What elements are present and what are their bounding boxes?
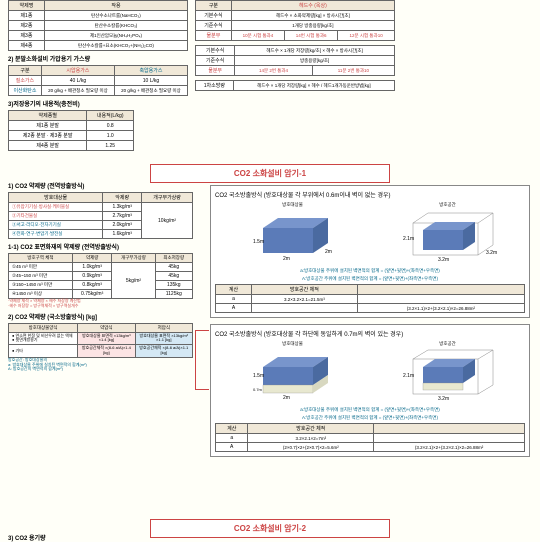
svg-text:0.7m: 0.7m [253, 387, 263, 392]
diag1-row: 방호대상물 1.5m 2m 2m 방호공간 [215, 202, 525, 265]
co2-surface-table: 방호구역 체적약제량개구부가상량최소저장량 ①45 m³ 미만1.0kg/m³5… [8, 253, 193, 299]
cube-icon: 1.5m 2m 2m [243, 208, 343, 263]
cube-icon: 2.1m 3.2m 3.2m [398, 208, 498, 263]
cube-right: 방호공간 2.1m 3.2m 3.2m [398, 202, 498, 265]
diagram-2: CO2 국소방출방식 (방호대상물 각 하단에 동일하게 0.7m의 벽이 있는… [210, 324, 530, 457]
co2-local-table: 방호대상물양식약압식저압식 ● 연소면 한정 및 비산우려 없는 액체 ● 윗면… [8, 323, 193, 358]
svg-text:3.2m: 3.2m [438, 396, 449, 402]
svg-text:2.1m: 2.1m [403, 236, 414, 242]
subtitle-2: 2) 분말소화설비 가압용기 가스량 [8, 54, 188, 63]
top-left-column: 약제명작용 제1종탄산수소나트륨(NaHCO₃) 제2종탄산수소칼륨(KHCO₃… [8, 0, 188, 151]
note2: ·헤수 저장량 = 방구역체적 × 방구역실개수 [8, 304, 193, 309]
footer-section-header: CO2 소화설비 암기-2 [150, 519, 390, 538]
sub-co2-1-1: 1-1) CO2 표면화재의 약제량 (전역방출방식) [8, 242, 193, 251]
footer-sub: 3) CO2 용기량 [8, 533, 46, 542]
svg-text:1.5m: 1.5m [253, 373, 264, 379]
diag2-row: 방호대상물 1.5m 0.7m 2m 방호공간 [215, 341, 525, 404]
svg-text:2m: 2m [283, 256, 290, 262]
cube-right-2: 방호공간 2.1m 3.2m [398, 341, 498, 404]
svg-text:3.2m: 3.2m [438, 257, 449, 263]
powder-table: 약제명작용 제1종탄산수소나트륨(NaHCO₃) 제2종탄산수소칼륨(KHCO₃… [8, 0, 188, 51]
co2-table-1: 방호대상물악제량개구부가상량 ①유압기기실·방사실·케이블실1.3kg/m³10… [8, 192, 193, 239]
col-head: 작용 [44, 1, 187, 11]
top-right-column: 구분헤드수 (옥상) 기본수식헤드수 × 소화약제량[kg] × 방사시간[초]… [195, 0, 395, 91]
diag1-title: CO2 국소방출방식 (방호대상물 각 부위에서 0.6m이내 벽이 없는 경우… [215, 190, 525, 199]
calc-table-1: 계산방호공간 체적 a3.2×3.2×2.1=21.5m³ A(3.2×1.1)… [215, 284, 525, 313]
svg-text:2m: 2m [325, 249, 332, 255]
volume-table: 약제종별내용적(L/kg) 제1종 분말0.8 제2종 분말 · 제3종 분말1… [8, 110, 134, 151]
calc-table-2: 계산방호공간 체적 a3.2×2.1×2=7m³ A(2×0.7)×2+(2×0… [215, 423, 525, 452]
cube-left-2: 방호대상물 1.5m 0.7m 2m [243, 341, 343, 404]
gas-table: 구분시압용가스축압용가스 질소가스40 L/kg10 L/kg 이산화탄소20 … [8, 65, 188, 96]
cube-icon: 1.5m 0.7m 2m [243, 347, 343, 402]
note-a: a:방호대상물 주위에 설치된 벽면적의 합계 = (앞면+뒷면)+(좌측면+우… [215, 268, 525, 274]
diagrams-area: CO2 국소방출방식 (방호대상물 각 부위에서 0.6m이내 벽이 없는 경우… [210, 185, 530, 463]
head-table-1: 구분헤드수 (옥상) 기본수식헤드수 × 소화약제량[kg] × 방사시간[초]… [195, 0, 395, 41]
note-a-2: a:방호대상물 주위에 설치된 벽면적의 합계 = (앞면+뒷면)+(좌측면+우… [215, 407, 525, 413]
head-table-2: 기본수식헤드수 × 1개당 저장량[kg/초] × 헤수 × 방사시간[초] 기… [195, 45, 395, 76]
diagram-1: CO2 국소방출방식 (방호대상물 각 부위에서 0.6m이내 벽이 없는 경우… [210, 185, 530, 318]
sub-co2-1: 1) CO2 약제량 (전역방출방식) [8, 181, 193, 190]
sub-co2-2: 2) CO2 약제량 (국소방출방식) [kg] [8, 312, 193, 321]
note-A: A:방호공간 주위에 설치된 벽면적의 합계 = (앞면+뒷면)+(좌측면+우측… [215, 276, 525, 282]
col-head: 약제명 [9, 1, 45, 11]
connector-line [195, 330, 209, 390]
diag2-title: CO2 국소방출방식 (방호대상물 각 하단에 동일하게 0.7m의 벽이 있는… [215, 329, 525, 338]
subtitle-3: 3)저장용기의 내용적(충전비) [8, 99, 188, 108]
head-table-3: 1차소방량헤드수 × 1개당 저장량[kg] × 헤수 / 헤드1개가동운반방법… [195, 80, 395, 91]
note-A-2: A:방호공간 주위에 설치된 벽면적의 합계 = (앞면+뒷면)+(좌측면+우측… [215, 415, 525, 421]
cube-icon: 2.1m 3.2m [398, 347, 498, 402]
cube-left: 방호대상물 1.5m 2m 2m [243, 202, 343, 265]
svg-text:1.5m: 1.5m [253, 239, 264, 245]
svg-text:3.2m: 3.2m [486, 250, 497, 256]
left-main: 1) CO2 약제량 (전역방출방식) 방호대상물악제량개구부가상량 ①유압기기… [8, 178, 193, 372]
svg-text:2m: 2m [283, 395, 290, 401]
svg-text:2.1m: 2.1m [403, 373, 414, 379]
